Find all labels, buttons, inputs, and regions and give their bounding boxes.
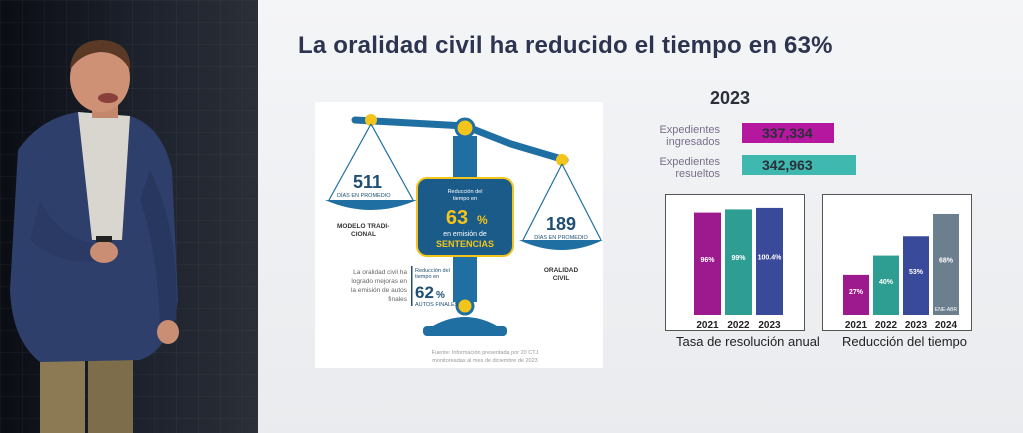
right-number: 189 — [546, 214, 576, 234]
left-number: 511 — [353, 172, 382, 192]
chart0-value-label-2021: 96% — [700, 257, 715, 264]
note-line-4: finales — [388, 296, 408, 303]
center-percent-sign: % — [477, 213, 488, 227]
right-label-line1: ORALIDAD — [544, 267, 579, 274]
chart0-bar-2021 — [694, 212, 721, 315]
center-top-line1: Reducción del — [448, 189, 483, 195]
pivot-left — [365, 114, 377, 126]
speaker-figure — [10, 40, 179, 433]
ingresados-label: Expedientes ingresados — [638, 124, 720, 148]
chart1-category-2024: 2024 — [935, 320, 958, 330]
box-top-line2: tiempo en — [415, 274, 439, 280]
chart0-bar-2022 — [725, 209, 752, 315]
chart1-bar-2022 — [873, 255, 899, 315]
resueltos-label-line2: resueltos — [675, 168, 720, 180]
resueltos-label-line1: Expedientes — [659, 156, 720, 168]
chart0-category-2023: 2023 — [758, 320, 781, 330]
balance-infographic: 511 DÍAS EN PROMEDIO MODELO TRADI- CIONA… — [315, 102, 603, 368]
chart-time-reduction-svg: 27% 2021 40% 2022 53% 2023 68% 2024 ENE-ABR — [843, 213, 959, 331]
chart1-value-label-2023: 53% — [909, 269, 924, 276]
chart1-extra-label: ENE-ABR — [935, 307, 958, 313]
right-unit: DÍAS EN PROMEDIO — [534, 234, 588, 241]
chart1-value-label-2022: 40% — [879, 279, 894, 286]
center-percentage: 63 — [446, 207, 468, 229]
box-sub: AUTOS FINALES — [415, 302, 459, 308]
chart-time-reduction-title: Reducción del tiempo — [842, 334, 968, 349]
chart1-value-label-2021: 27% — [849, 289, 864, 296]
source-line-1: Fuente: Información presentada por 20 CT… — [432, 350, 539, 356]
center-mid-text: en emisión de — [443, 231, 487, 238]
ingresados-label-line1: Expedientes — [659, 124, 720, 136]
resueltos-label: Expedientes resueltos — [638, 156, 720, 180]
note-line-1: La oralidad civil ha — [353, 269, 407, 276]
pivot-center — [454, 117, 476, 139]
resueltos-bar: 342,963 — [742, 155, 856, 175]
chart-time-reduction: 27% 2021 40% 2022 53% 2023 68% 2024 ENE-ABR — [822, 194, 972, 331]
chart-resolution-rate-title: Tasa de resolución anual — [676, 334, 820, 349]
ingresados-label-line2: ingresados — [666, 136, 720, 148]
presentation-slide: La oralidad civil ha reducido el tiempo … — [258, 0, 1023, 433]
box-percent-sign: % — [436, 290, 445, 301]
video-background — [0, 0, 258, 433]
chart0-value-label-2023: 100.4% — [758, 254, 783, 261]
chart0-category-2022: 2022 — [727, 320, 750, 330]
chart1-bar-2023 — [903, 236, 929, 315]
left-label-line2: CIONAL — [351, 231, 376, 238]
chart0-value-label-2022: 99% — [731, 255, 746, 262]
chart1-value-label-2024: 68% — [939, 257, 954, 264]
chart-resolution-rate-svg: 96% 2021 99% 2022 100.4% 2023 — [694, 207, 783, 331]
ingresados-bar: 337,334 — [742, 123, 834, 143]
stats-year: 2023 — [710, 88, 751, 108]
chart1-category-2023: 2023 — [905, 320, 928, 330]
note-line-2: logrado mejoras en — [351, 278, 407, 285]
chart0-bar-2023 — [756, 207, 783, 315]
pivot-right — [556, 154, 568, 166]
chart1-category-2021: 2021 — [845, 320, 868, 330]
left-unit: DÍAS EN PROMEDIO — [337, 192, 391, 199]
box-percentage: 62 — [415, 283, 434, 302]
chart0-category-2021: 2021 — [696, 320, 719, 330]
source-line-2: monitoreadas al mes de diciembre de 2023 — [432, 358, 537, 364]
left-label-line1: MODELO TRADI- — [337, 223, 389, 230]
center-top-line2: tiempo en — [453, 196, 477, 202]
right-label-line2: CIVIL — [553, 275, 570, 282]
balance-scale-illustration: 511 DÍAS EN PROMEDIO MODELO TRADI- CIONA… — [325, 114, 603, 364]
chart1-category-2022: 2022 — [875, 320, 898, 330]
chart-resolution-rate: 96% 2021 99% 2022 100.4% 2023 — [665, 194, 805, 331]
box-top-line1: Reducción del — [415, 268, 450, 274]
note-line-3: la emisión de autos — [351, 287, 408, 294]
slide-title: La oralidad civil ha reducido el tiempo … — [298, 32, 833, 59]
chart1-bar-2021 — [843, 274, 869, 315]
center-word: SENTENCIAS — [436, 239, 494, 249]
chart1-bar-2024 — [933, 213, 959, 315]
